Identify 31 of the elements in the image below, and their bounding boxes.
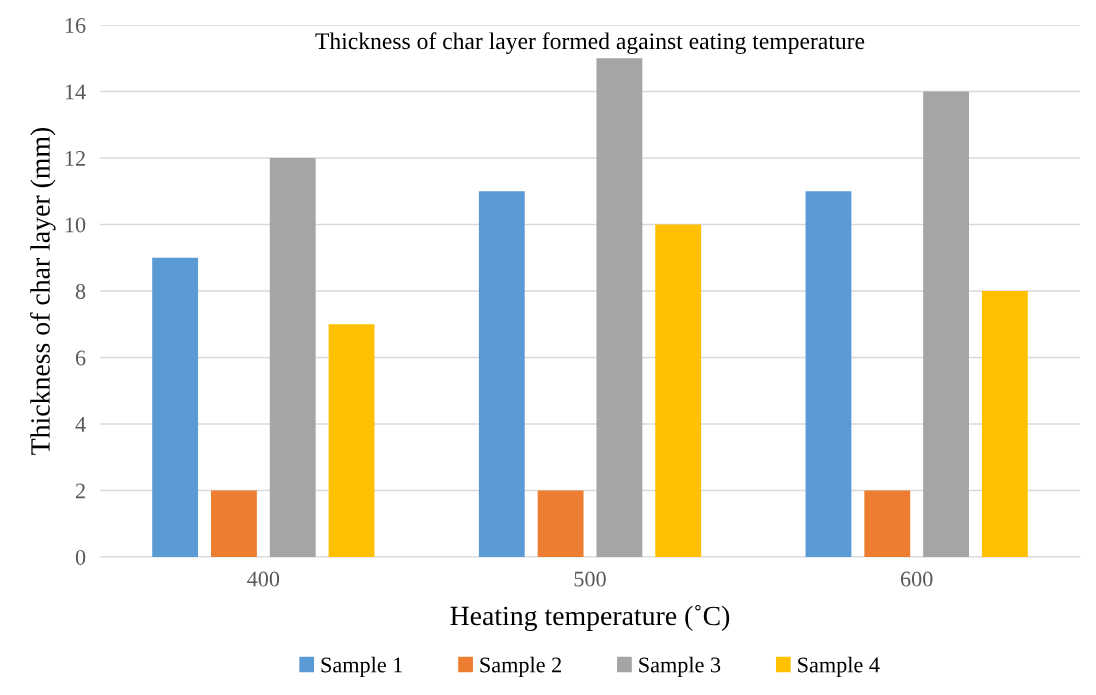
- x-tick-label: 500: [574, 571, 606, 587]
- x-axis-title: Heating temperature (˚C): [450, 604, 730, 632]
- y-tick-label: 12: [65, 150, 85, 166]
- bar: [152, 257, 199, 557]
- legend-label: Sample 2: [480, 656, 561, 677]
- bar: [596, 58, 643, 557]
- bar: [923, 91, 969, 557]
- y-axis-title: Thickness of char layer (mm): [30, 127, 56, 455]
- legend-label: Sample 1: [321, 656, 403, 677]
- legend-label: Sample 4: [798, 656, 880, 677]
- y-tick-label: 6: [75, 350, 86, 366]
- legend-label: Sample 3: [639, 656, 721, 677]
- bar: [478, 191, 525, 557]
- bar: [328, 324, 375, 557]
- y-tick-label: 10: [65, 217, 86, 233]
- bar: [655, 224, 702, 557]
- y-tick-label: 14: [65, 84, 86, 100]
- y-tick-label: 0: [75, 549, 86, 565]
- chart-title: Thickness of char layer formed against eating temperature: [315, 32, 865, 55]
- bar: [211, 490, 257, 557]
- y-tick-label: 2: [75, 483, 85, 499]
- bar: [537, 490, 584, 557]
- x-tick-label: 600: [900, 571, 933, 587]
- bar: [269, 158, 316, 557]
- bar: [981, 291, 1028, 557]
- y-tick-label: 16: [65, 17, 86, 33]
- bar: [864, 490, 911, 557]
- bar: [805, 191, 852, 557]
- x-tick-label: 400: [247, 571, 280, 587]
- y-tick-label: 4: [75, 417, 86, 432]
- y-tick-label: 8: [75, 283, 86, 299]
